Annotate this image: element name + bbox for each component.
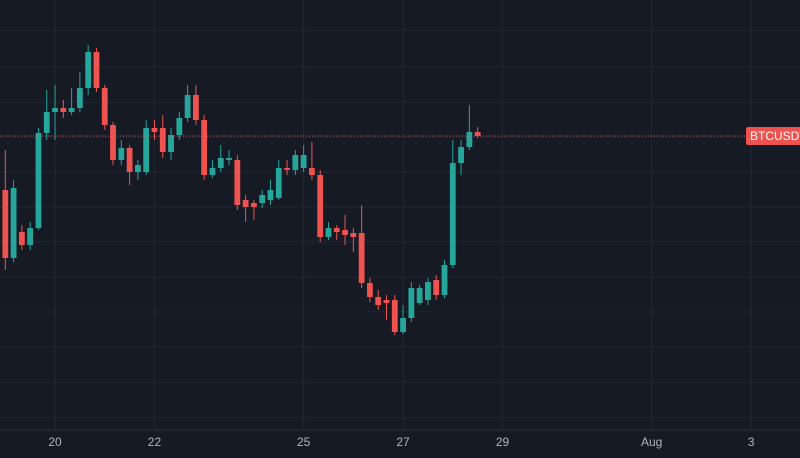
candle-body bbox=[192, 95, 199, 120]
candle-body bbox=[209, 168, 216, 175]
candle-body bbox=[76, 88, 83, 108]
candle-body bbox=[35, 133, 42, 228]
candle-body bbox=[134, 165, 141, 172]
candle-body bbox=[226, 158, 232, 160]
candle-body bbox=[242, 200, 249, 207]
x-tick-label: 22 bbox=[148, 435, 162, 449]
candle-body bbox=[93, 52, 100, 88]
candle-body bbox=[217, 158, 224, 168]
candle-body bbox=[309, 168, 315, 175]
candle-body bbox=[325, 228, 332, 237]
candle-body bbox=[358, 233, 365, 283]
candle-body bbox=[126, 148, 133, 172]
price-label-box bbox=[746, 127, 800, 145]
candle-body bbox=[441, 265, 448, 295]
candle-body bbox=[317, 175, 324, 237]
candle-body bbox=[118, 148, 125, 160]
candle-body bbox=[367, 283, 373, 297]
candle-body bbox=[449, 163, 456, 265]
candle-body bbox=[383, 300, 390, 303]
candle-body bbox=[284, 168, 290, 170]
x-tick-label: Aug bbox=[641, 435, 662, 449]
candle-body bbox=[251, 203, 257, 207]
candle-body bbox=[2, 190, 9, 258]
candle-body bbox=[60, 108, 67, 112]
candle-body bbox=[184, 95, 191, 118]
candle-body bbox=[18, 232, 25, 245]
x-tick-label: 25 bbox=[297, 435, 311, 449]
price-label: BTCUSDT bbox=[750, 129, 800, 143]
candle-body bbox=[416, 288, 423, 303]
candle-body bbox=[43, 112, 50, 133]
candle-body bbox=[342, 230, 348, 235]
x-axis: 20 22 25 27 29 Aug 3 bbox=[48, 435, 754, 449]
candle-body bbox=[350, 233, 357, 237]
candle-body bbox=[466, 132, 473, 147]
candle-body bbox=[400, 318, 406, 332]
candle-body bbox=[275, 168, 282, 198]
candle-body bbox=[433, 280, 440, 295]
candle-body bbox=[259, 195, 266, 203]
candle-body bbox=[101, 88, 108, 125]
candle-body bbox=[68, 108, 75, 112]
candle-body bbox=[474, 132, 481, 136]
candle-body bbox=[10, 188, 17, 258]
candle-body bbox=[292, 155, 299, 170]
candles bbox=[0, 45, 746, 335]
candle-body bbox=[52, 108, 58, 112]
candle-body bbox=[168, 135, 174, 152]
x-tick-label: 3 bbox=[748, 435, 755, 449]
x-tick-label: 27 bbox=[396, 435, 410, 449]
candle-body bbox=[408, 288, 415, 318]
candle-body bbox=[425, 282, 431, 300]
x-tick-label: 29 bbox=[496, 435, 510, 449]
candle-body bbox=[267, 190, 274, 200]
candle-body bbox=[201, 120, 208, 175]
candle-body bbox=[110, 125, 116, 160]
candle-body bbox=[85, 52, 92, 88]
candle-body bbox=[391, 300, 398, 332]
candle-body bbox=[27, 228, 34, 245]
candle-body bbox=[176, 118, 183, 135]
candle-body bbox=[300, 155, 307, 168]
candle-body bbox=[151, 128, 158, 132]
candle-body bbox=[234, 160, 241, 205]
candle-body bbox=[143, 128, 150, 172]
x-tick-label: 20 bbox=[48, 435, 62, 449]
candle-body bbox=[159, 128, 166, 152]
candle-body bbox=[458, 147, 464, 163]
grid bbox=[0, 0, 800, 430]
candle-body bbox=[333, 228, 340, 232]
candle-body bbox=[375, 297, 382, 305]
